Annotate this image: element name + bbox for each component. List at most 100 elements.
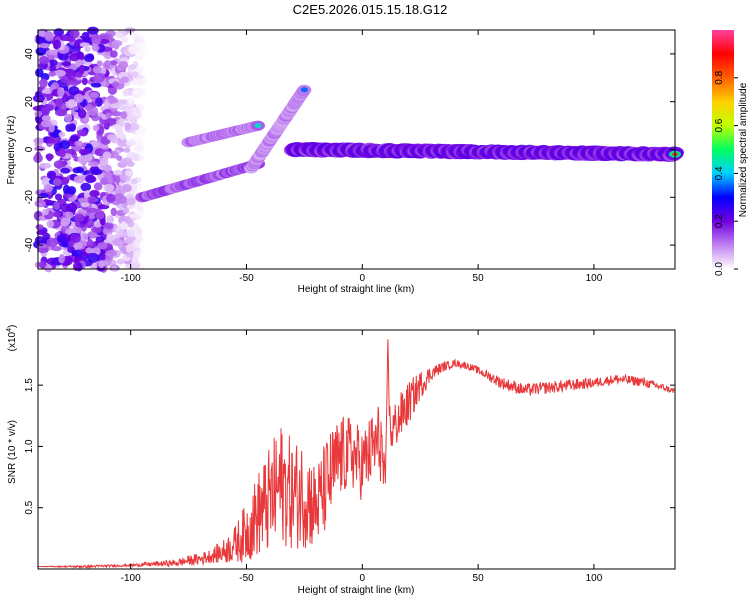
spectrogram-cell [93, 72, 106, 83]
spectrogram-cell [38, 43, 50, 49]
spectrogram-cell [38, 260, 47, 269]
spectrogram-cell [127, 97, 135, 104]
spectrogram-cell [119, 132, 127, 141]
snr-x-ticks: -100 -50 0 50 100 [121, 330, 603, 584]
spectrogram-cell [132, 152, 140, 162]
spectrogram-cell [72, 262, 80, 271]
spectrogram-cell [68, 196, 76, 203]
snr-x-label: Height of straight line (km) [298, 585, 415, 596]
spectrogram-cell [66, 202, 78, 213]
spectrogram-cell [106, 233, 114, 243]
spectrogram-cell [67, 99, 77, 108]
spectrogram-cell [107, 176, 114, 185]
spectrogram-cell [87, 161, 100, 167]
spectrogram-cell [126, 229, 135, 238]
spectrogram-cell [56, 234, 67, 243]
spectrogram-cell [53, 201, 60, 211]
spectrogram-cell [115, 32, 124, 39]
spectrogram-cell [67, 246, 75, 253]
spectrogram-cell [51, 245, 62, 252]
spectrogram-cell [74, 140, 83, 147]
snr-y-tick-label: 1.0 [24, 439, 35, 453]
spectrogram-cell [125, 170, 133, 177]
spectrogram-cell [46, 153, 53, 162]
spectrogram-cell [85, 174, 96, 184]
spectrogram-cell [69, 53, 80, 62]
spectrogram-cell [57, 52, 69, 61]
spectrogram-cell [82, 36, 92, 43]
spectrogram-y-tick-label: 40 [24, 48, 35, 60]
spectrogram-cell [79, 42, 90, 48]
spectrogram-cell [106, 215, 115, 224]
spectrogram-cell [110, 103, 121, 109]
spectrogram-cell [127, 220, 135, 228]
spectrogram-cell [103, 49, 113, 60]
spectrogram-cell [128, 45, 140, 55]
spectrogram-cell [44, 31, 54, 42]
spectrogram-cell [77, 155, 89, 164]
spectrogram-cell [46, 138, 55, 144]
spectrogram-cell [60, 167, 71, 174]
snr-y-ticks: 0.5 1.0 1.5 [24, 378, 675, 515]
spectrogram-cell [254, 123, 262, 129]
spectrogram-cell [99, 157, 109, 167]
spectrogram-cell [32, 94, 45, 103]
spectrogram-y-tick-label: 20 [24, 96, 35, 108]
snr-x-tick-label: -50 [239, 573, 254, 584]
spectrogram-cell [40, 120, 52, 128]
snr-panel: -100 -50 0 50 100 0.5 1.0 1.5 Height of straig… [6, 325, 676, 596]
spectrogram-cell [77, 197, 89, 203]
spectrogram-cell [80, 201, 90, 208]
snr-x-tick-label: 100 [586, 573, 603, 584]
spectrogram-cell [97, 242, 108, 250]
spectrogram-cell [86, 196, 95, 204]
spectrogram-cell [76, 167, 85, 174]
spectrogram-cell [111, 81, 120, 88]
spectrogram-cell [132, 145, 145, 152]
spectrogram-cell [39, 162, 52, 169]
spectrogram-cell [89, 91, 99, 99]
colorbar-tick-label: 0.0 [714, 262, 725, 276]
spectrogram-x-tick-label: 0 [360, 273, 366, 284]
spectrogram-cell [111, 136, 118, 144]
spectrogram-x-tick-label: -100 [121, 273, 141, 284]
spectrogram-cell [122, 207, 130, 214]
spectrogram-cell [60, 217, 71, 227]
spectrogram-cell [128, 64, 137, 70]
spectrogram-cell [133, 239, 141, 249]
spectrogram-cell [120, 221, 127, 230]
spectrogram-cell [134, 132, 144, 138]
spectrogram-cell [58, 147, 66, 158]
spectrogram-cell [92, 66, 102, 74]
spectrogram-cell [300, 87, 308, 93]
spectrogram-cell [43, 184, 54, 193]
colorbar-label: Normalized spectral amplitude [738, 82, 749, 217]
spectrogram-cell [135, 203, 143, 211]
spectrogram-cell [53, 160, 66, 169]
spectrogram-cell [46, 49, 58, 56]
colorbar-tick-label: 0.8 [714, 70, 725, 84]
spectrogram-cell [113, 42, 120, 50]
spectrogram-cell [52, 211, 61, 218]
spectrogram-x-tick-label: 100 [586, 273, 603, 284]
spectrogram-cell [107, 96, 119, 105]
spectrogram-cell [110, 207, 117, 217]
spectrogram-cell [135, 54, 143, 61]
spectrogram-cell [124, 112, 136, 121]
spectrogram-panel: -100 -50 0 50 100 -40 -20 0 20 40 Height of stra… [6, 26, 684, 295]
spectrogram-cell [84, 46, 91, 53]
spectrogram-cell [85, 247, 93, 254]
spectrogram-cell [54, 193, 63, 201]
spectrogram-cell [34, 235, 45, 245]
spectrogram-cell [36, 195, 43, 204]
spectrogram-cell [38, 28, 46, 38]
svg-text:(x104): (x104) [6, 325, 18, 352]
snr-frame [37, 329, 676, 570]
spectrogram-cell [96, 60, 103, 67]
spectrogram-cell [53, 39, 62, 49]
spectrogram-cell [133, 106, 141, 114]
colorbar: 0.0 0.2 0.4 0.6 0.8 Normalized spectral ampl… [712, 30, 749, 276]
spectrogram-cell [115, 99, 127, 105]
spectrogram-cell [61, 61, 71, 67]
